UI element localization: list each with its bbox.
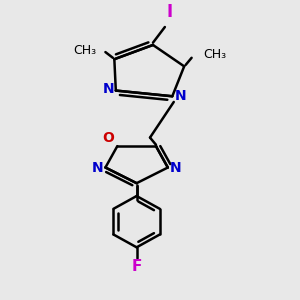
Text: CH₃: CH₃ [74,44,97,57]
Text: N: N [175,89,186,103]
Text: N: N [103,82,114,96]
Text: I: I [166,3,172,21]
Text: CH₃: CH₃ [203,48,226,62]
Text: N: N [92,160,103,175]
Text: F: F [131,259,142,274]
Text: O: O [103,131,114,145]
Text: N: N [170,160,182,175]
